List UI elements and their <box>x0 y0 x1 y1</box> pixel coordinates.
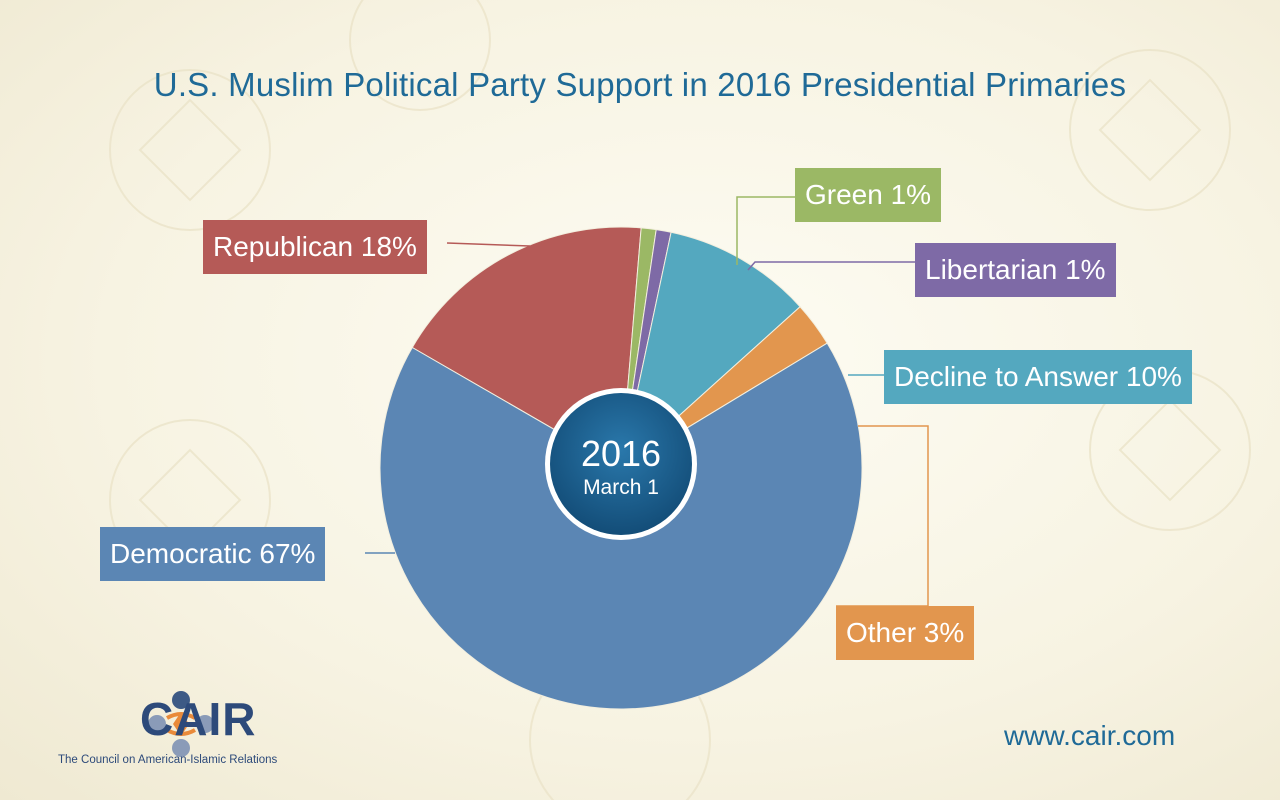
label-libertarian: Libertarian 1% <box>915 243 1116 297</box>
leader-line-republican <box>446 242 531 247</box>
center-circle <box>550 393 692 535</box>
label-republican: Republican 18% <box>203 220 427 274</box>
center-date: March 1 <box>583 476 659 499</box>
leader-line-libertarian <box>747 261 915 271</box>
chart-title: U.S. Muslim Political Party Support in 2… <box>153 66 1127 103</box>
label-green: Green 1% <box>795 168 942 222</box>
label-democratic: Democratic 67% <box>100 527 326 581</box>
logo-text: CAIR <box>140 693 257 745</box>
label-decline-to-answer: Decline to Answer 10% <box>884 350 1192 404</box>
website-link[interactable]: www.cair.com <box>1004 720 1176 751</box>
logo-subtitle: The Council on American-Islamic Relation… <box>58 754 278 766</box>
center-year: 2016 <box>580 433 662 474</box>
label-other: Other 3% <box>836 606 975 660</box>
cair-logo-icon <box>148 691 214 757</box>
leader-line-green <box>736 196 795 265</box>
